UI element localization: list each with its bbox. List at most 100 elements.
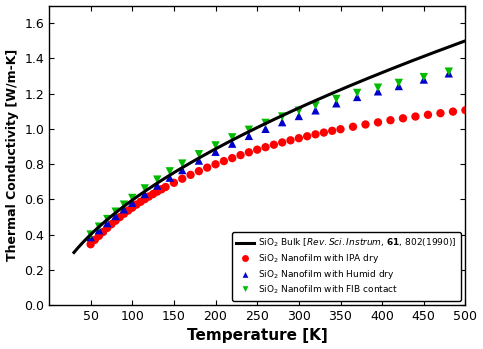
Point: [112, 213, 119, 219]
Point: [353, 90, 361, 96]
Point: [278, 140, 286, 145]
Point: [228, 155, 236, 161]
Point: [120, 211, 128, 217]
Point: [116, 214, 124, 220]
Point: [141, 196, 149, 202]
Point: [141, 186, 149, 191]
Point: [374, 89, 382, 94]
Point: [420, 77, 427, 82]
Point: [157, 186, 165, 192]
Point: [374, 85, 382, 90]
Point: [91, 237, 99, 243]
Point: [245, 149, 253, 155]
Point: [166, 169, 173, 174]
Point: [212, 149, 219, 155]
Point: [154, 183, 161, 188]
Point: [437, 110, 444, 116]
Point: [141, 191, 149, 197]
Point: [412, 114, 419, 119]
Point: [187, 172, 195, 178]
Point: [228, 134, 236, 140]
Point: [178, 167, 186, 173]
Point: [103, 225, 111, 231]
Point: [178, 176, 186, 181]
Point: [262, 144, 270, 150]
Point: [312, 103, 319, 108]
Point: [212, 143, 219, 148]
Point: [353, 94, 361, 100]
Point: [295, 108, 303, 113]
Point: [87, 235, 95, 240]
Point: [178, 161, 186, 166]
Point: [132, 202, 140, 207]
Point: [362, 122, 369, 127]
Point: [424, 112, 432, 118]
Point: [395, 83, 403, 89]
Point: [445, 69, 453, 74]
Point: [332, 101, 340, 106]
Point: [278, 119, 286, 125]
Point: [295, 135, 303, 141]
Point: [149, 191, 157, 197]
Point: [170, 180, 178, 186]
Point: [99, 229, 107, 235]
Point: [295, 113, 303, 119]
Point: [462, 107, 469, 113]
Point: [128, 205, 136, 210]
Point: [349, 124, 357, 129]
Point: [399, 116, 407, 121]
Point: [320, 130, 327, 135]
Point: [254, 147, 261, 153]
Point: [145, 194, 153, 199]
Point: [237, 152, 244, 158]
Point: [420, 74, 427, 80]
Point: [262, 120, 270, 126]
Point: [95, 233, 103, 239]
Point: [374, 120, 382, 125]
Point: [312, 107, 319, 113]
Point: [112, 209, 119, 214]
Point: [449, 109, 457, 114]
Point: [87, 242, 95, 247]
Point: [212, 162, 219, 167]
Point: [287, 138, 295, 143]
Point: [303, 133, 311, 139]
Point: [166, 175, 173, 180]
Point: [262, 126, 270, 132]
Legend: SiO$_2$ Bulk [$\it{Rev.Sci.Instrum}$, $\bf{61}$, 802(1990)], SiO$_2$ Nanofilm wi: SiO$_2$ Bulk [$\it{Rev.Sci.Instrum}$, $\…: [232, 232, 461, 300]
Point: [228, 141, 236, 147]
Point: [395, 80, 403, 86]
Point: [337, 126, 344, 132]
Point: [245, 133, 253, 139]
Point: [162, 184, 170, 190]
Point: [245, 127, 253, 133]
Point: [278, 114, 286, 119]
Point: [87, 232, 95, 237]
Point: [195, 158, 203, 163]
Point: [128, 195, 136, 201]
Point: [195, 168, 203, 174]
Point: [154, 177, 161, 183]
Point: [112, 218, 119, 223]
Point: [95, 227, 103, 233]
Point: [128, 200, 136, 206]
Point: [103, 216, 111, 222]
Point: [137, 199, 144, 205]
Point: [312, 132, 319, 137]
Point: [124, 208, 132, 213]
Point: [332, 96, 340, 102]
Point: [203, 165, 211, 170]
X-axis label: Temperature [K]: Temperature [K]: [187, 328, 327, 343]
Point: [386, 118, 394, 123]
Point: [120, 207, 128, 212]
Point: [108, 221, 115, 227]
Point: [120, 202, 128, 207]
Point: [103, 220, 111, 226]
Y-axis label: Thermal Conductivity [W/m-K]: Thermal Conductivity [W/m-K]: [6, 49, 18, 261]
Point: [270, 142, 278, 148]
Point: [95, 224, 103, 229]
Point: [195, 151, 203, 157]
Point: [220, 158, 228, 164]
Point: [328, 128, 336, 134]
Point: [445, 70, 453, 76]
